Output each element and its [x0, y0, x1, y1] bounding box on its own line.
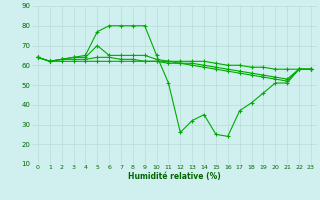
X-axis label: Humidité relative (%): Humidité relative (%)	[128, 172, 221, 181]
